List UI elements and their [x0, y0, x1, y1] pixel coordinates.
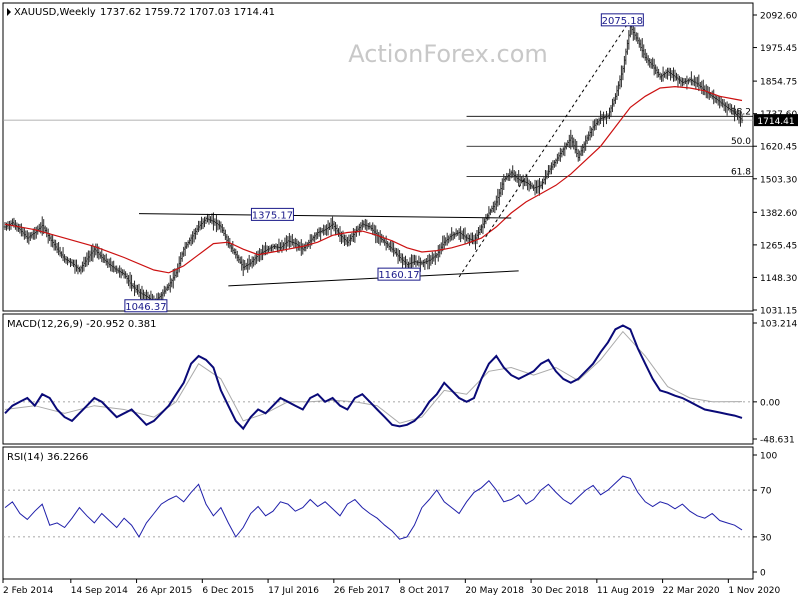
rsi-axis-label: 0: [760, 569, 766, 579]
current-price-badge: [754, 114, 798, 127]
macd-signal-line: [4, 330, 743, 424]
annotation-label: 1375.17: [252, 210, 293, 221]
price-axis-label: 1620.45: [760, 143, 797, 153]
rsi-axis: 100 70 30 0: [753, 452, 777, 579]
price-axis: 2092.601975.451854.751737.601620.451503.…: [753, 12, 798, 317]
current-price-label: 1714.41: [757, 117, 794, 127]
fib-level-label: 50.0: [731, 137, 751, 147]
watermark-text: ActionForex.com: [348, 40, 548, 68]
x-axis-label: 26 Feb 2017: [334, 586, 390, 596]
x-axis-label: 1 Nov 2020: [728, 586, 780, 596]
x-axis-label: 30 Dec 2018: [531, 586, 589, 596]
macd-title: MACD(12,26,9) -20.952 0.381: [7, 319, 157, 330]
x-axis-label: 17 Jul 2016: [268, 586, 319, 596]
macd-line: [4, 324, 743, 431]
macd-axis: 103.214 0.00 -48.631: [753, 320, 797, 446]
price-axis-label: 1382.60: [760, 209, 797, 219]
annotation-label: 1046.37: [125, 302, 166, 313]
price-axis-label: 1031.15: [760, 307, 797, 317]
price-axis-label: 1975.45: [760, 44, 797, 54]
x-axis: 2 Feb 2014 14 Sep 2014 26 Apr 2015 6 Dec 20…: [2, 579, 781, 596]
x-axis-label: 14 Sep 2014: [71, 586, 128, 596]
x-axis-label: 11 Aug 2019: [597, 586, 655, 596]
fib-level-label: 61.8: [731, 167, 751, 177]
macd-axis-label: -48.631: [760, 436, 795, 446]
ohlc-values: 1737.62 1759.72 1707.03 1714.41: [100, 7, 275, 18]
price-annotations: 2075.18 1375.17 1160.17 1046.37: [124, 13, 644, 313]
symbol-label: XAUUSD,Weekly: [14, 7, 96, 18]
price-header: XAUUSD,Weekly 1737.62 1759.72 1707.03 17…: [7, 7, 275, 18]
macd-axis-label: 103.214: [760, 320, 797, 330]
rsi-axis-label: 30: [760, 533, 772, 543]
rsi-axis-label: 70: [760, 487, 772, 497]
rsi-panel-frame: [2, 446, 754, 580]
price-axis-label: 2092.60: [760, 12, 797, 22]
annotation-label: 2075.18: [602, 16, 643, 27]
price-panel-frame: [2, 2, 754, 312]
annotation-box: [250, 207, 294, 221]
annotation-label: 1160.17: [378, 270, 419, 281]
x-axis-label: 6 Dec 2015: [202, 586, 254, 596]
trendline-support: [228, 270, 519, 287]
price-axis-label: 1854.75: [760, 78, 797, 88]
rsi-line: [4, 475, 743, 540]
collapse-arrow-icon[interactable]: [7, 8, 11, 16]
annotation-box: [600, 13, 644, 27]
x-axis-label: 26 Apr 2015: [137, 586, 193, 596]
trendline-resistance: [138, 213, 512, 219]
price-series: [3, 20, 744, 307]
rsi-series: [3, 475, 753, 540]
price-axis-label: 1265.45: [760, 241, 797, 251]
annotation-box: [377, 267, 421, 281]
rsi-axis-label: 100: [760, 452, 777, 462]
x-axis-label: 2 Feb 2014: [3, 586, 54, 596]
macd-series: [3, 324, 753, 431]
x-axis-label: 8 Oct 2017: [400, 586, 450, 596]
price-axis-label: 1503.30: [760, 175, 797, 185]
x-axis-label: 22 Mar 2020: [663, 586, 720, 596]
rsi-title: RSI(14) 36.2266: [7, 452, 88, 463]
macd-axis-label: 0.00: [760, 398, 780, 408]
macd-panel-frame: [2, 313, 754, 445]
x-axis-label: 20 May 2018: [465, 586, 524, 596]
trendlines: [138, 19, 631, 287]
annotation-box: [124, 299, 168, 313]
price-axis-label: 1148.30: [760, 274, 797, 284]
moving-average-line: [4, 85, 743, 274]
moving-average-path: [4, 85, 743, 274]
